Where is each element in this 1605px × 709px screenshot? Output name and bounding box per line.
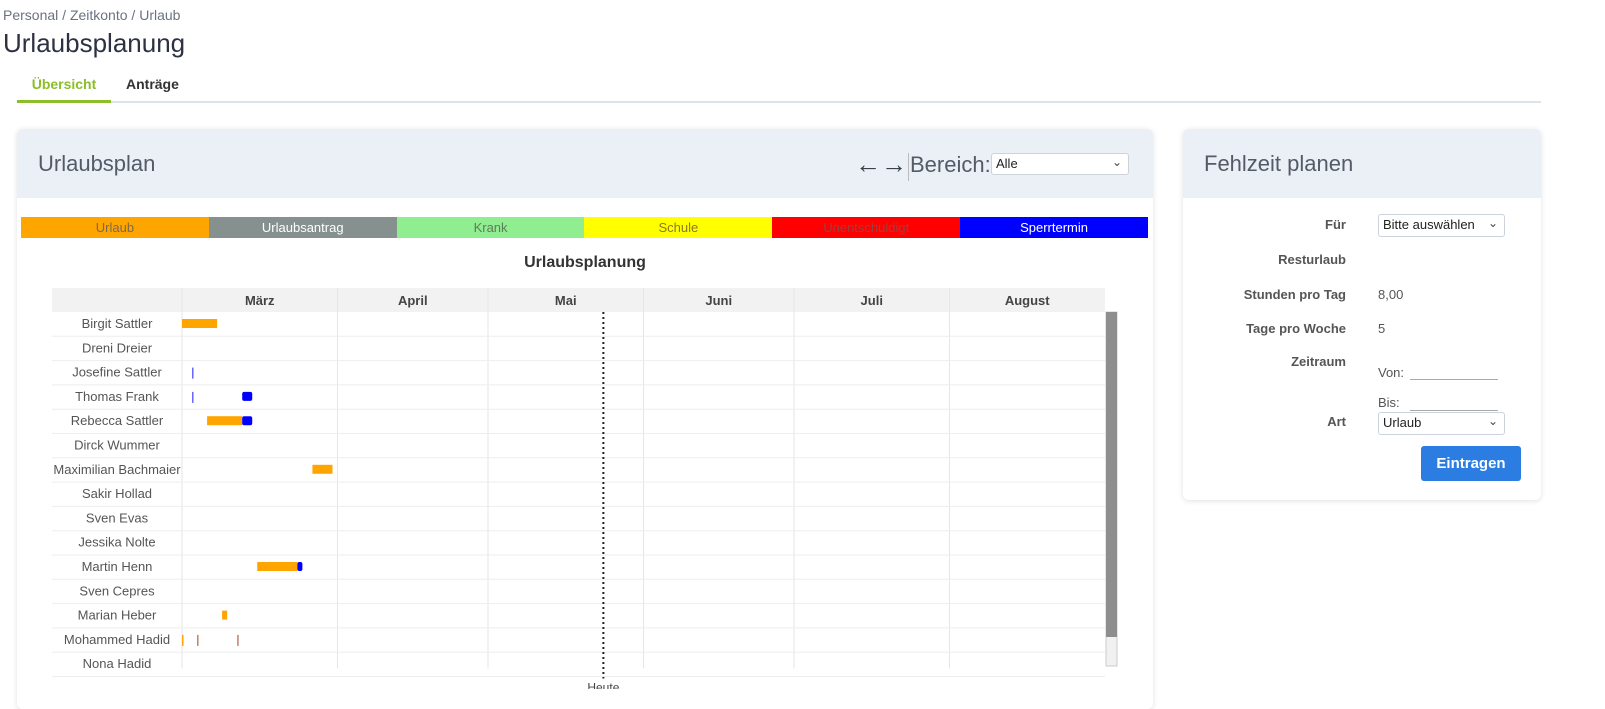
chevron-down-icon: ⌄ xyxy=(1487,414,1498,428)
fehlzeit-card: Fehlzeit planen Für Bitte auswählen ⌄ Res… xyxy=(1183,129,1541,500)
stunden-value: 8,00 xyxy=(1378,287,1404,302)
tage-value: 5 xyxy=(1378,321,1386,336)
resturlaub-label: Resturlaub xyxy=(1278,252,1346,267)
legend-sperrtermin: Sperrtermin xyxy=(960,217,1148,238)
legend-urlaubsantrag: Urlaubsantrag xyxy=(208,217,397,238)
breadcrumb-zeitkonto[interactable]: Zeitkonto xyxy=(69,7,128,23)
entry-unentschuldigt xyxy=(197,634,199,646)
gantt-chart: März April Mai Juni Juli August Birgit Sattler… xyxy=(52,288,1118,690)
entry-sperrtermin xyxy=(242,391,253,401)
breadcrumb-personal[interactable]: Personal xyxy=(3,7,59,23)
von-label: Von: xyxy=(1378,365,1405,380)
scrollbar-thumb[interactable] xyxy=(1106,312,1117,637)
legend-urlaub: Urlaub xyxy=(21,217,209,238)
employee-name: Mohammed Hadid xyxy=(64,632,170,647)
fehlzeit-header: Fehlzeit planen xyxy=(1183,129,1541,198)
entry-sperrtermin xyxy=(242,416,253,426)
page-title: Urlaubsplanung xyxy=(3,28,186,58)
breadcrumb: Personal / Zeitkonto / Urlaub xyxy=(3,7,181,23)
month-label-5: August xyxy=(1005,293,1050,308)
urlaubsplan-title: Urlaubsplan xyxy=(38,151,156,176)
entry-urlaub xyxy=(182,319,218,328)
month-label-2: Mai xyxy=(555,293,577,308)
arrow-left-icon[interactable]: ← xyxy=(855,149,881,179)
entry-urlaub xyxy=(222,610,228,620)
today-label: Heute xyxy=(587,681,619,690)
art-value: Urlaub xyxy=(1383,415,1422,430)
fehlzeit-title: Fehlzeit planen xyxy=(1204,151,1354,176)
tab-antraege[interactable]: Anträge xyxy=(126,76,179,92)
employee-name: Marian Heber xyxy=(78,608,157,623)
month-label-4: Juli xyxy=(861,293,883,308)
art-label: Art xyxy=(1327,414,1346,429)
tab-uebersicht[interactable]: Übersicht xyxy=(17,76,111,103)
entry-sperrtermin xyxy=(192,391,194,403)
entry-urlaub xyxy=(257,562,298,571)
month-label-1: April xyxy=(398,293,428,308)
zeitraum-label: Zeitraum xyxy=(1291,354,1346,369)
employee-name: Maximilian Bachmaier xyxy=(53,462,181,477)
entry-urlaub xyxy=(312,464,333,474)
chart-title: Urlaubsplanung xyxy=(524,254,646,271)
bereich-label: Bereich: xyxy=(910,152,991,177)
entry-urlaub xyxy=(182,634,184,646)
eintragen-button[interactable]: Eintragen xyxy=(1421,446,1521,481)
legend: Urlaub Urlaubsantrag Krank Schule Unentschul… xyxy=(21,217,1148,238)
bereich-value: Alle xyxy=(996,156,1018,171)
chevron-down-icon: ⌄ xyxy=(1487,216,1498,230)
employee-name: Rebecca Sattler xyxy=(71,413,164,428)
tab-bar: Übersicht Anträge xyxy=(17,70,1541,103)
arrow-right-icon[interactable]: → xyxy=(881,149,907,179)
urlaubsplan-card: Urlaubsplan ←→ Bereich: Alle ⌄ Urlaub Urla… xyxy=(17,129,1153,709)
chevron-down-icon: ⌄ xyxy=(1111,155,1122,169)
employee-name: Nona Hadid xyxy=(83,656,152,671)
entry-sperrtermin xyxy=(297,562,303,571)
breadcrumb-urlaub[interactable]: Urlaub xyxy=(139,7,181,23)
month-header xyxy=(52,288,1105,312)
fuer-select[interactable]: Bitte auswählen ⌄ xyxy=(1378,214,1505,237)
employee-name: Sakir Hollad xyxy=(82,486,152,501)
employee-name: Sven Cepres xyxy=(79,583,155,598)
bis-label: Bis: xyxy=(1378,395,1400,410)
legend-schule: Schule xyxy=(584,217,773,238)
legend-unentschuldigt: Unentschuldigt xyxy=(772,217,961,238)
employee-name: Dreni Dreier xyxy=(82,340,153,355)
entry-urlaub xyxy=(207,416,243,426)
art-select[interactable]: Urlaub ⌄ xyxy=(1378,412,1505,435)
legend-krank: Krank xyxy=(396,217,585,238)
employee-name: Jessika Nolte xyxy=(78,535,155,550)
entry-unentschuldigt xyxy=(237,634,239,646)
bis-input[interactable] xyxy=(1410,410,1498,411)
employee-name: Dirck Wummer xyxy=(74,438,160,453)
entry-sperrtermin xyxy=(192,367,194,379)
employee-name: Martin Henn xyxy=(82,559,153,574)
fuer-value: Bitte auswählen xyxy=(1383,217,1475,232)
von-input[interactable] xyxy=(1410,379,1498,380)
month-label-3: Juni xyxy=(705,293,732,308)
month-label-0: März xyxy=(245,293,275,308)
tage-label: Tage pro Woche xyxy=(1246,321,1346,336)
employee-name: Sven Evas xyxy=(86,510,149,525)
fuer-label: Für xyxy=(1325,217,1346,232)
stunden-label: Stunden pro Tag xyxy=(1243,287,1346,302)
urlaubsplan-header: Urlaubsplan ←→ Bereich: Alle ⌄ xyxy=(17,129,1153,198)
employee-name: Thomas Frank xyxy=(75,389,159,404)
employee-name: Birgit Sattler xyxy=(82,316,153,331)
divider xyxy=(908,153,909,181)
employee-name: Josefine Sattler xyxy=(72,365,162,380)
bereich-select[interactable]: Alle ⌄ xyxy=(991,153,1129,175)
